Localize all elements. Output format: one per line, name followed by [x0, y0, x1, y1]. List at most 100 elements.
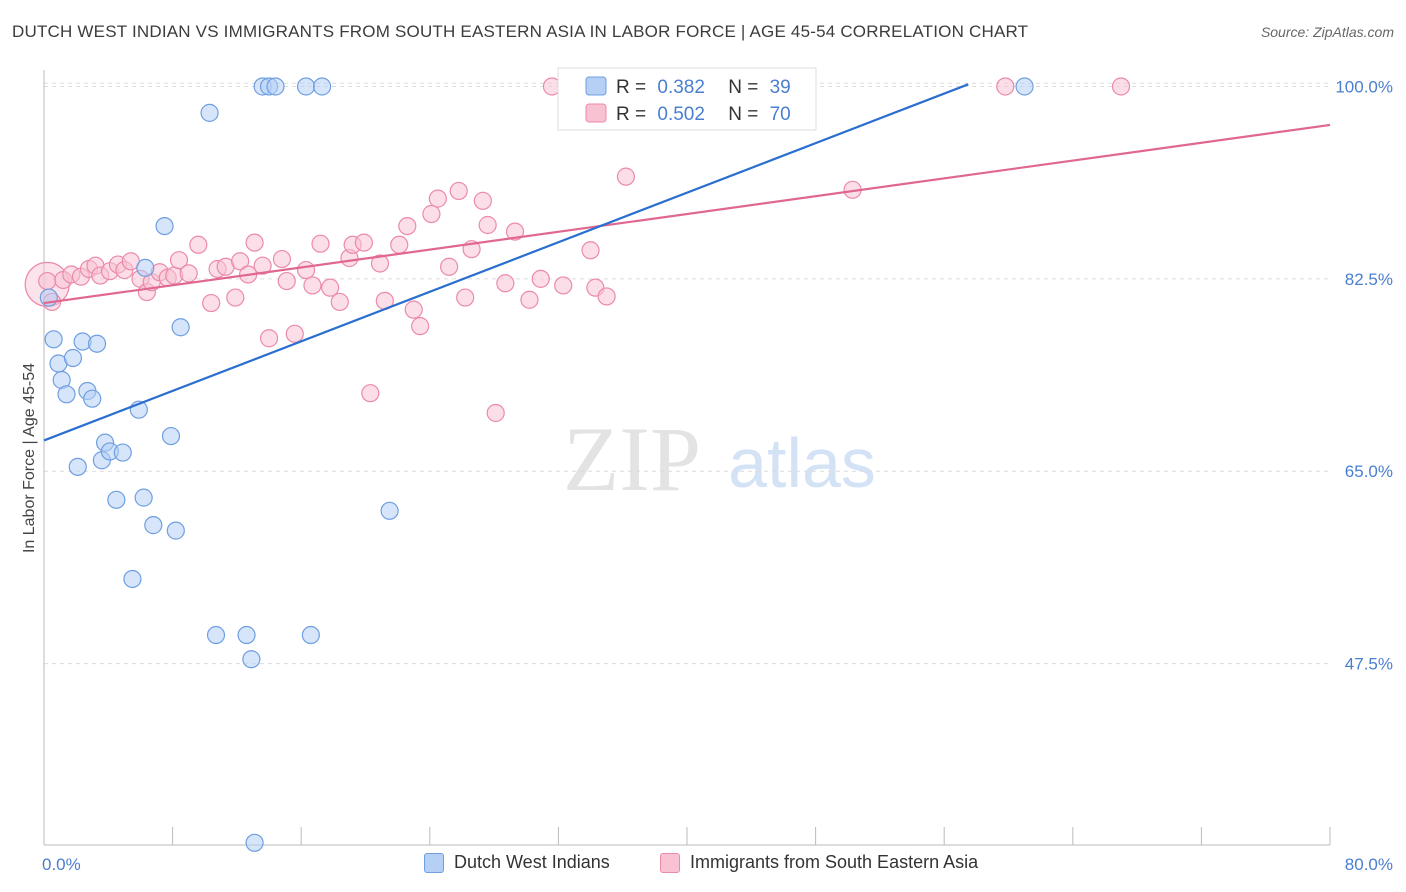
- dutch-west-indians-point: [266, 77, 285, 96]
- immigrants-point: [370, 254, 390, 273]
- legend-label-dutch-west-indians: Dutch West Indians: [454, 852, 610, 872]
- y-tick-label: 65.0%: [1345, 462, 1393, 481]
- y-axis-label: In Labor Force | Age 45-54: [21, 363, 38, 553]
- bottom-legend: Dutch West Indians Immigrants from South…: [0, 852, 1406, 878]
- watermark-zip: ZIP: [563, 408, 701, 510]
- immigrants-point: [616, 167, 636, 186]
- watermark-atlas: atlas: [728, 424, 876, 502]
- immigrants-point: [179, 264, 198, 283]
- immigrants-point: [231, 252, 250, 271]
- correlation-legend: R = 0.382 N = 39 R = 0.502 N = 70: [557, 67, 817, 131]
- immigrants-trend-line: [43, 123, 1331, 305]
- immigrants-point: [311, 234, 330, 253]
- dutch-west-indians-point: [161, 426, 181, 446]
- dutch-west-indians-point: [237, 625, 256, 645]
- dutch-west-indians-point: [245, 833, 264, 852]
- dutch-west-indians-point: [206, 625, 226, 645]
- x-tick-labels: 0.0% 80.0%: [42, 855, 1393, 874]
- immigrants-point: [285, 324, 304, 343]
- immigrants-point: [303, 276, 322, 295]
- legend-pink-n-value: 70: [770, 104, 791, 125]
- dutch-west-indians-point: [63, 348, 83, 368]
- y-tick-labels: 47.5% 65.0% 82.5% 100.0%: [1335, 77, 1393, 673]
- immigrants-point: [597, 287, 616, 306]
- legend-pink-r-label: R =: [616, 104, 646, 125]
- immigrants-point: [520, 290, 539, 309]
- dutch-west-indians-point: [134, 488, 153, 507]
- legend-blue-n-value: 39: [770, 77, 791, 98]
- immigrants-point: [505, 222, 525, 241]
- dutch-west-indians-point: [166, 521, 185, 540]
- dutch-west-indians-point: [57, 385, 76, 404]
- dutch-west-indians-point: [83, 389, 102, 408]
- immigrants-point: [422, 204, 441, 224]
- dutch-west-indians-point: [123, 569, 142, 589]
- svg-text:R = 0.502 N =: R = 0.502 N = 70: [616, 104, 791, 125]
- immigrants-point: [245, 233, 264, 252]
- dutch-west-indians-point: [107, 490, 126, 509]
- legend-blue-r-value: 0.382: [657, 77, 705, 98]
- immigrants-point: [456, 288, 475, 307]
- immigrants-point: [272, 249, 292, 269]
- watermark: ZIP atlas: [563, 408, 876, 510]
- immigrants-point: [496, 274, 515, 293]
- immigrants-point: [330, 292, 349, 312]
- immigrants-point: [259, 329, 279, 348]
- x-tick-label-min: 0.0%: [42, 855, 81, 874]
- immigrants-point: [189, 235, 208, 254]
- immigrants-point: [1111, 77, 1131, 96]
- immigrants-point: [253, 256, 272, 275]
- y-tick-label: 82.5%: [1345, 270, 1393, 289]
- legend-item-immigrants: Immigrants from South Eastern Asia: [660, 852, 978, 873]
- dutch-west-indians-point: [301, 625, 320, 645]
- immigrants-point: [581, 241, 600, 260]
- dutch-west-indians-point: [68, 457, 87, 476]
- dutch-west-indians-point: [144, 516, 163, 535]
- immigrants-point: [390, 235, 409, 254]
- immigrants-point: [531, 269, 550, 288]
- dutch-west-indians-point: [296, 77, 316, 96]
- chart-title: DUTCH WEST INDIAN VS IMMIGRANTS FROM SOU…: [12, 22, 1029, 41]
- legend-blue-n-label: N =: [728, 77, 758, 98]
- immigrants-point: [411, 317, 430, 336]
- immigrants-point: [449, 181, 468, 201]
- immigrants-point: [996, 77, 1015, 96]
- immigrants-point: [277, 271, 296, 291]
- dutch-west-indians-point: [312, 77, 332, 96]
- y-tick-label: 47.5%: [1345, 655, 1393, 674]
- immigrants-point: [202, 293, 221, 313]
- dutch-west-indians-point: [242, 650, 261, 669]
- y-tick-label: 100.0%: [1335, 77, 1393, 96]
- dutch-west-indians-point: [1015, 77, 1034, 96]
- immigrants-point: [169, 251, 189, 270]
- immigrants-point: [354, 233, 373, 252]
- dutch-west-indians-point: [113, 443, 132, 462]
- immigrants-point: [554, 276, 573, 295]
- immigrants-point: [428, 189, 447, 208]
- dutch-west-indians-point: [136, 258, 155, 277]
- immigrants-point: [296, 260, 316, 280]
- dutch-west-indians-point: [87, 334, 107, 353]
- dutch-west-indians-point: [44, 330, 63, 349]
- legend-blue-swatch: [585, 76, 607, 96]
- dutch-west-indians-point: [380, 501, 399, 520]
- legend-label-immigrants: Immigrants from South Eastern Asia: [690, 852, 979, 872]
- grid-lines: [44, 82, 1330, 665]
- legend-blue-r-label: R =: [616, 77, 646, 98]
- immigrants-point: [404, 300, 423, 319]
- trend-lines: [43, 83, 1331, 442]
- legend-swatch-blue: [424, 852, 444, 873]
- legend-pink-n-label: N =: [728, 104, 758, 125]
- legend-pink-r-value: 0.502: [657, 104, 705, 125]
- immigrants-point: [226, 288, 245, 307]
- series-immigrants-points: [24, 77, 1131, 423]
- legend-item-dutch-west-indians: Dutch West Indians: [424, 852, 610, 873]
- immigrants-point: [321, 278, 340, 297]
- immigrants-point: [486, 403, 505, 423]
- svg-text:R = 0.382 N =: R = 0.382 N = 39: [616, 77, 791, 98]
- dutch-west-indians-point: [200, 103, 219, 122]
- dutch-west-indians-point: [155, 216, 174, 236]
- x-tick-label-max: 80.0%: [1345, 855, 1393, 874]
- source-label: Source: ZipAtlas.com: [1260, 24, 1394, 40]
